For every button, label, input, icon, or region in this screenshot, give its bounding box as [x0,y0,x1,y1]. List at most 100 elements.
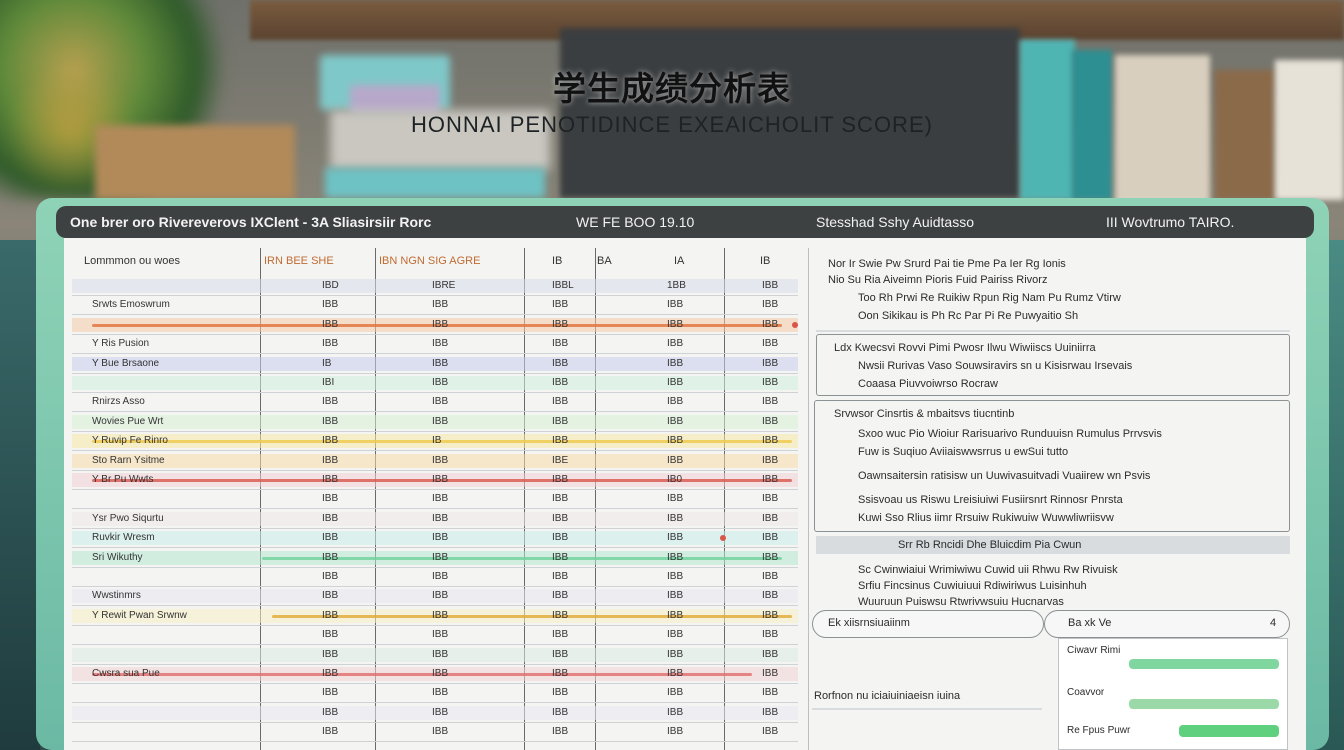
student-name-cell[interactable]: Sri Wikuthy [92,551,143,563]
student-name-cell[interactable]: Cwsra sua Pue [92,668,160,679]
score-cell[interactable]: IBB [432,318,449,330]
score-cell[interactable]: IBB [667,396,684,408]
header-name[interactable]: Lommmon ou woes [84,255,180,267]
table-row[interactable]: Sri Wikuthy IBB IBB IBB IBB IBB [72,548,798,568]
score-cell[interactable]: IBB [552,396,569,408]
score-cell[interactable]: IBB [432,706,449,718]
table-row[interactable]: Y Ruvip Fe Rinro IBB IB IBB IBB IBB [72,431,798,452]
score-cell[interactable]: IBB [667,706,684,718]
student-name-cell[interactable]: Y Br Pu Wwts [92,474,154,485]
score-cell[interactable]: IBB [432,415,449,427]
score-cell[interactable]: IBB [762,571,779,582]
score-cell[interactable]: IBB [322,648,339,660]
table-row[interactable]: IBI IBB IBB IBB IBB [72,373,798,393]
student-name-cell[interactable]: Y Ruvip Fe Rinro [92,435,168,447]
score-cell[interactable]: IBB [432,299,449,311]
score-cell[interactable]: IBB [322,474,339,485]
header-col3[interactable]: IB [552,255,563,267]
table-row[interactable]: IBB IBB IBB IBB IBB [72,722,798,743]
header-col1[interactable]: IRN BEE SHE [264,255,334,267]
score-cell[interactable]: IBRE [432,280,456,291]
student-name-cell[interactable]: Rnirzs Asso [92,396,145,408]
score-cell[interactable]: IBB [667,338,684,350]
score-cell[interactable]: IBB [667,299,684,311]
score-cell[interactable]: IBB [322,590,339,602]
score-cell[interactable]: IBB [667,532,684,544]
score-cell[interactable]: IBB [667,668,684,679]
score-cell[interactable]: IBB [762,609,779,621]
student-name-cell[interactable]: Wwstinmrs [92,590,141,602]
score-cell[interactable]: IBB [762,629,779,641]
score-cell[interactable]: IBB [552,474,569,485]
score-cell[interactable]: IBB [552,571,569,582]
score-cell[interactable]: IBB [552,687,569,699]
score-cell[interactable]: IBE [552,454,569,466]
score-cell[interactable]: IBB [552,590,569,602]
score-cell[interactable]: IBB [432,590,449,602]
score-cell[interactable]: IBB [432,687,449,699]
score-cell[interactable]: IBB [667,726,684,738]
score-cell[interactable]: IBB [667,629,684,641]
score-cell[interactable]: IBI [322,377,335,388]
score-cell[interactable]: IBB [322,299,339,311]
score-cell[interactable]: IBB [322,609,339,621]
score-cell[interactable]: IBB [552,377,569,388]
table-row[interactable]: IBB IBB IBB IBB IBB [72,625,798,646]
score-cell[interactable]: IBB [322,338,339,350]
score-cell[interactable]: IBB [552,648,569,660]
score-cell[interactable]: IBB [667,435,684,447]
score-cell[interactable]: IBB [322,551,339,563]
score-cell[interactable]: IBB [762,299,779,311]
student-name-cell[interactable]: Y Ris Pusion [92,338,150,350]
score-cell[interactable]: IBB [667,512,684,524]
score-cell[interactable]: IBB [667,454,684,466]
score-cell[interactable]: IBB [762,532,779,544]
score-cell[interactable]: IBB [552,629,569,641]
score-cell[interactable]: IBB [762,396,779,408]
score-cell[interactable]: IBB [432,338,449,350]
score-cell[interactable]: IBB [667,648,684,660]
score-cell[interactable]: IBB [762,668,779,679]
score-cell[interactable]: IBB [762,338,779,350]
table-row[interactable]: IBB IBB IBB IBB IBB [72,489,798,510]
table-row[interactable]: IBD IBRE IBBL 1BB IBB [72,276,798,296]
score-cell[interactable]: IBB [762,474,779,485]
table-row[interactable]: Y Ris Pusion IBB IBB IBB IBB IBB [72,334,798,355]
score-cell[interactable]: IBB [762,590,779,602]
score-cell[interactable]: IB [322,357,332,369]
table-row[interactable]: IBB IBB IBB IBB IBB [72,645,798,665]
score-cell[interactable]: IBB [762,454,779,466]
score-cell[interactable]: IBB [322,396,339,408]
score-cell[interactable]: IBB [762,687,779,699]
score-cell[interactable]: IBB [322,318,339,330]
score-cell[interactable]: IBB [552,726,569,738]
score-cell[interactable]: IBB [762,435,779,447]
student-name-cell[interactable]: Sto Rarn Ysitme [92,454,165,466]
summary-pill-left[interactable] [812,610,1044,638]
score-cell[interactable]: IBB [432,396,449,408]
score-cell[interactable]: IBB [667,493,684,505]
header-col4[interactable]: IBA [594,255,612,267]
score-cell[interactable]: IBB [322,571,339,582]
score-cell[interactable]: IBB [667,318,684,330]
score-cell[interactable]: IBD [322,280,339,291]
table-row[interactable]: Rnirzs Asso IBB IBB IBB IBB IBB [72,392,798,413]
table-row[interactable]: Ruvkir Wresm IBB IBB IBB IBB IBB [72,528,798,549]
score-cell[interactable]: IBB [432,377,449,388]
score-cell[interactable]: IBB [322,532,339,544]
score-cell[interactable]: IBB [667,609,684,621]
score-cell[interactable]: IB0 [667,474,683,485]
table-row[interactable]: Y Bue Brsaone IB IBB IBB IBB IBB [72,354,798,374]
score-cell[interactable]: IBB [552,318,569,330]
score-cell[interactable]: IBB [762,357,779,369]
student-name-cell[interactable]: Ysr Pwo Siqurtu [92,512,164,524]
score-cell[interactable]: IBB [762,280,779,291]
score-cell[interactable]: IBB [432,551,449,563]
student-name-cell[interactable]: Srwts Emoswrum [92,299,170,311]
table-row[interactable]: Y Br Pu Wwts IBB IBB IBB IB0 IBB [72,470,798,490]
score-cell[interactable]: IBB [552,512,569,524]
score-cell[interactable]: IBB [667,551,684,563]
score-cell[interactable]: IBB [762,415,779,427]
score-cell[interactable]: IBB [432,357,449,369]
table-row[interactable]: Y Rewit Pwan Srwnw IBB IBB IBB IBB IBB [72,606,798,626]
